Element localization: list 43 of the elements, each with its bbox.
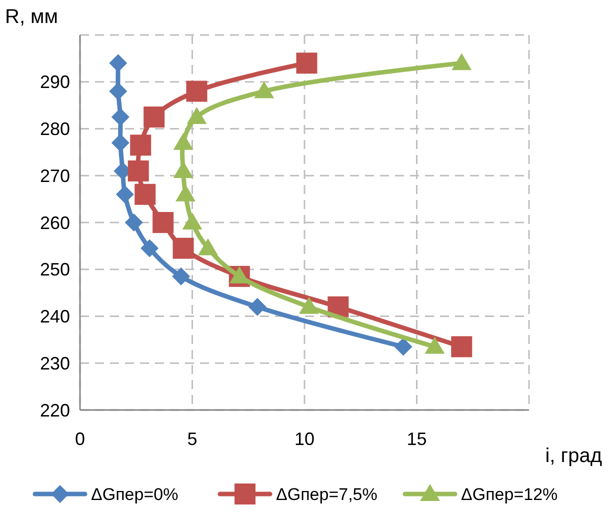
x-axis-title: i, град [545, 445, 602, 467]
point [182, 212, 202, 230]
point [198, 238, 218, 256]
point [298, 296, 319, 314]
y-tick-label: 220 [40, 400, 70, 420]
legend-label: ΔGпер=0% [91, 484, 178, 504]
point [394, 338, 412, 356]
y-tick-label: 280 [40, 119, 70, 140]
y-axis-title: R, мм [5, 6, 58, 28]
x-tick-label: 10 [294, 429, 315, 449]
point [124, 214, 143, 232]
x-tick-label: 0 [74, 429, 86, 449]
point [128, 160, 149, 182]
point [140, 239, 159, 258]
x-tick-label: 5 [187, 429, 198, 449]
y-tick-label: 260 [40, 212, 70, 233]
point [172, 267, 190, 286]
y-tick-label: 250 [40, 260, 70, 280]
point [116, 185, 134, 204]
legend-label: ΔGпер=7,5% [276, 484, 378, 504]
point [248, 298, 266, 316]
y-tick-label: 290 [40, 72, 70, 92]
point [451, 336, 472, 358]
point [176, 184, 196, 202]
legend-label: ΔGпер=12% [461, 484, 558, 504]
point [172, 238, 194, 259]
point [130, 134, 152, 156]
y-tick-label: 270 [40, 166, 70, 186]
point [186, 80, 208, 102]
y-tick-label: 230 [40, 353, 70, 374]
point [186, 107, 207, 124]
point [134, 184, 156, 205]
point [109, 54, 128, 72]
point [144, 106, 165, 128]
point [109, 82, 128, 100]
x-tick-label: 15 [406, 429, 427, 449]
point [152, 212, 174, 233]
point [452, 53, 472, 70]
point [173, 132, 194, 150]
point [254, 81, 274, 98]
point [424, 336, 445, 354]
y-tick-label: 240 [40, 306, 70, 327]
point [296, 52, 318, 74]
